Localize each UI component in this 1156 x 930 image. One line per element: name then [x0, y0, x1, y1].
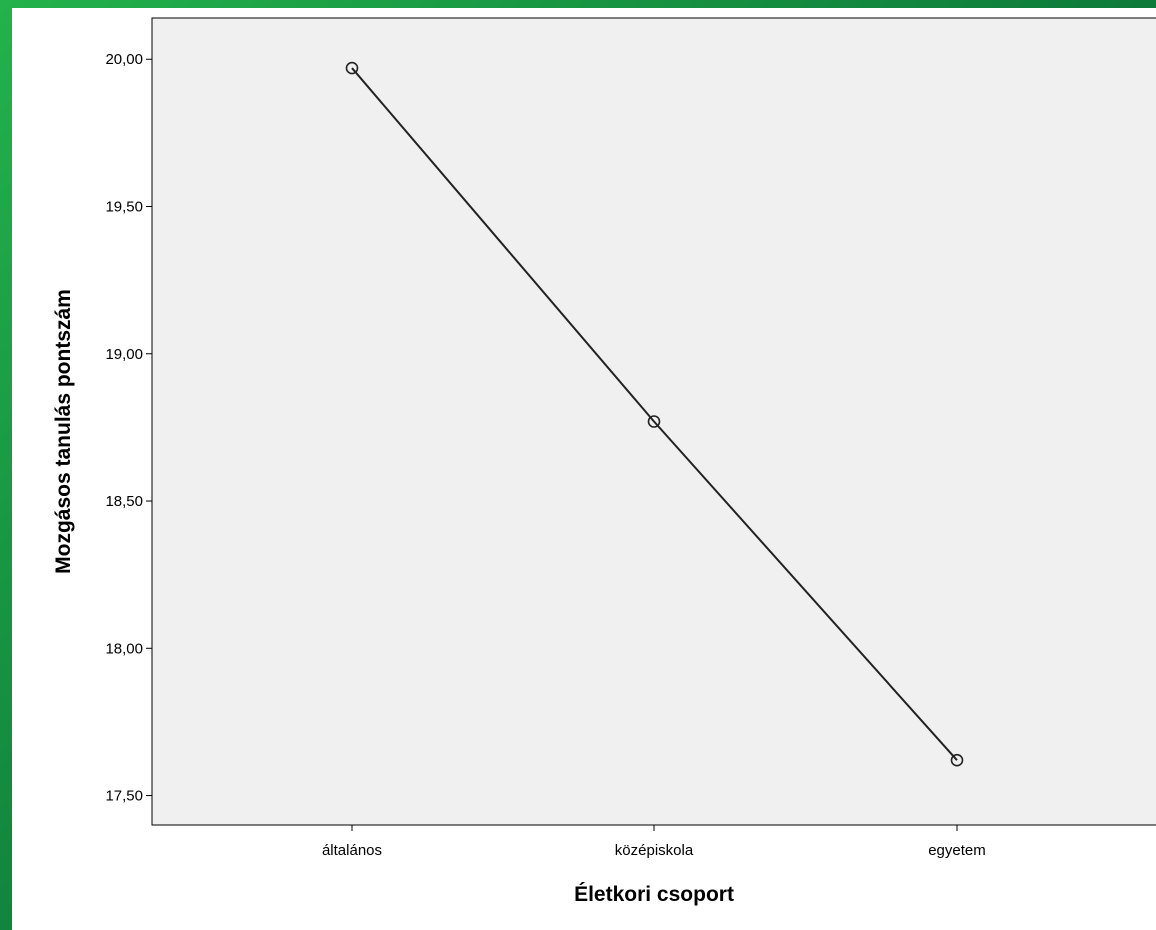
y-tick-label: 18,50 — [105, 493, 143, 510]
series-line — [351, 67, 958, 761]
y-axis-title: Mozgásos tanulás pontszám — [52, 289, 75, 574]
y-tick-label: 19,00 — [105, 346, 143, 363]
x-tick-label: egyetem — [928, 842, 986, 859]
chart-frame: 17,50 18,00 18,50 19,00 19,50 20,00 általános… — [12, 8, 1156, 930]
series — [345, 61, 964, 767]
y-tick-label: 17,50 — [105, 788, 143, 805]
x-axis: általános középiskola egyetem — [322, 825, 986, 859]
x-tick-label: középiskola — [615, 842, 694, 859]
data-point-2 — [647, 415, 661, 428]
x-tick-label: általános — [322, 842, 382, 859]
line-chart: 17,50 18,00 18,50 19,00 19,50 20,00 általános… — [52, 17, 1156, 906]
y-tick-label: 20,00 — [105, 51, 143, 68]
y-axis: 17,50 18,00 18,50 19,00 19,50 20,00 — [105, 51, 152, 805]
y-tick-label: 19,50 — [105, 198, 143, 215]
y-tick-label: 18,00 — [105, 640, 143, 657]
data-point-3 — [950, 753, 964, 767]
x-axis-title: Életkori csoport — [574, 883, 734, 906]
data-point-1 — [345, 61, 359, 75]
